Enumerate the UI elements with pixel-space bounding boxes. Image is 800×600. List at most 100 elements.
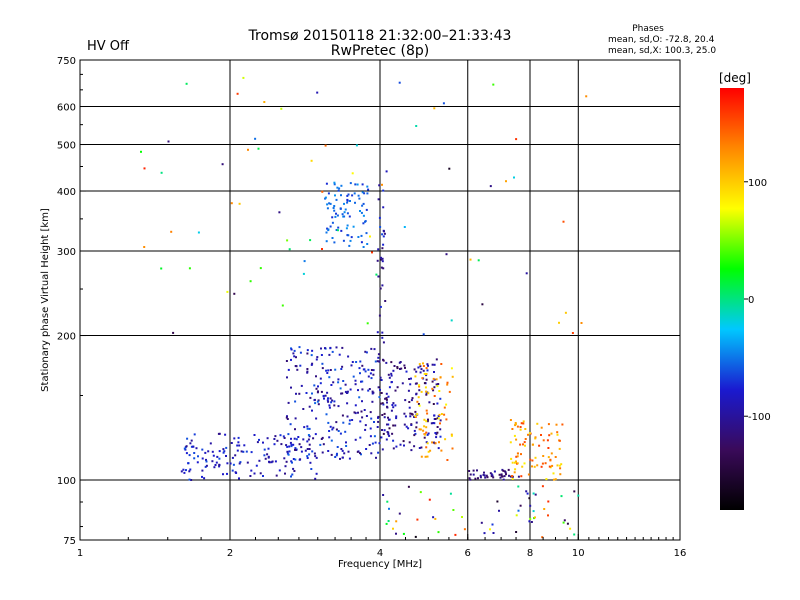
echo-point [585, 95, 588, 98]
echo-point [577, 494, 580, 497]
echo-point [438, 441, 440, 444]
echo-point [529, 504, 532, 507]
echo-point [328, 404, 331, 407]
chart-subtitle: RwPretec (8p) [331, 43, 429, 59]
echo-point [366, 322, 369, 325]
echo-point [229, 462, 232, 465]
echo-point [302, 272, 305, 275]
echo-point [328, 406, 331, 409]
echo-point [262, 475, 264, 477]
echo-point [377, 356, 380, 359]
echo-point [534, 437, 537, 440]
echo-point [385, 170, 388, 173]
echo-point [560, 463, 563, 466]
echo-point [308, 453, 311, 456]
echo-point [306, 455, 309, 458]
echo-point [361, 380, 364, 383]
y-tick-label: 500 [57, 141, 76, 152]
echo-point [267, 455, 270, 458]
echo-point [436, 426, 439, 428]
echo-point [328, 353, 331, 356]
echo-point [285, 460, 288, 463]
echo-point [366, 243, 369, 245]
echo-point [343, 452, 346, 455]
echo-point [338, 187, 341, 190]
echo-point [361, 388, 364, 391]
echo-point [170, 230, 173, 233]
echo-point [509, 419, 512, 421]
echo-point [316, 356, 319, 359]
echo-point [438, 413, 441, 416]
echo-point [359, 372, 361, 375]
echo-point [237, 441, 240, 444]
echo-point [278, 469, 281, 472]
echo-point [560, 495, 563, 498]
echo-point [379, 402, 382, 405]
echo-point [571, 332, 574, 334]
echo-point [498, 473, 501, 476]
echo-point [306, 349, 309, 352]
echo-point [291, 473, 294, 476]
echo-point [437, 383, 440, 385]
echo-point [201, 475, 203, 478]
echo-point [387, 520, 390, 522]
echo-point [205, 460, 208, 463]
echo-point [263, 101, 266, 103]
echo-point [407, 427, 410, 430]
echo-point [392, 424, 395, 427]
echo-point [365, 415, 368, 417]
echo-point [540, 426, 543, 429]
x-axis-label: Frequency [MHz] [338, 559, 422, 570]
echo-point [422, 362, 424, 365]
echo-point [547, 423, 550, 426]
echo-point [320, 347, 322, 350]
echo-point [193, 433, 196, 436]
echo-point [381, 336, 384, 339]
echo-point [283, 457, 286, 460]
echo-point [384, 300, 387, 302]
echo-point [316, 400, 319, 403]
echo-point [479, 474, 482, 477]
echo-point [329, 369, 332, 371]
echo-point [549, 459, 552, 462]
echo-point [349, 388, 352, 391]
echo-point [424, 433, 426, 436]
echo-point [528, 497, 531, 500]
echo-point [434, 442, 437, 445]
echo-point [414, 375, 417, 378]
echo-point [515, 514, 518, 517]
echo-point [544, 462, 547, 465]
echo-point [293, 470, 296, 472]
echo-point [315, 387, 318, 390]
echo-point [278, 211, 281, 214]
echo-point [335, 212, 337, 215]
echo-point [380, 379, 383, 381]
echo-point [542, 455, 545, 457]
echo-point [382, 403, 385, 406]
echo-point [341, 213, 344, 216]
echo-point [580, 322, 583, 324]
echo-point [240, 450, 243, 453]
echo-point [449, 492, 452, 495]
echo-point [427, 450, 430, 453]
echo-point [524, 444, 526, 447]
echo-point [327, 400, 330, 403]
echo-point [292, 443, 295, 446]
echo-point [290, 437, 292, 440]
echo-point [287, 433, 290, 436]
echo-point [239, 461, 242, 464]
echo-point [333, 404, 336, 407]
echo-point [552, 472, 555, 475]
echo-point [290, 445, 293, 448]
echo-point [185, 82, 188, 85]
echo-point [558, 464, 561, 467]
echo-point [288, 445, 291, 448]
echo-point [369, 411, 372, 414]
echo-point [143, 167, 146, 170]
echo-point [370, 347, 373, 350]
echo-point [337, 226, 340, 229]
echo-point [547, 500, 550, 503]
echo-point [386, 401, 388, 404]
echo-point [390, 381, 393, 383]
echo-point [425, 426, 428, 429]
